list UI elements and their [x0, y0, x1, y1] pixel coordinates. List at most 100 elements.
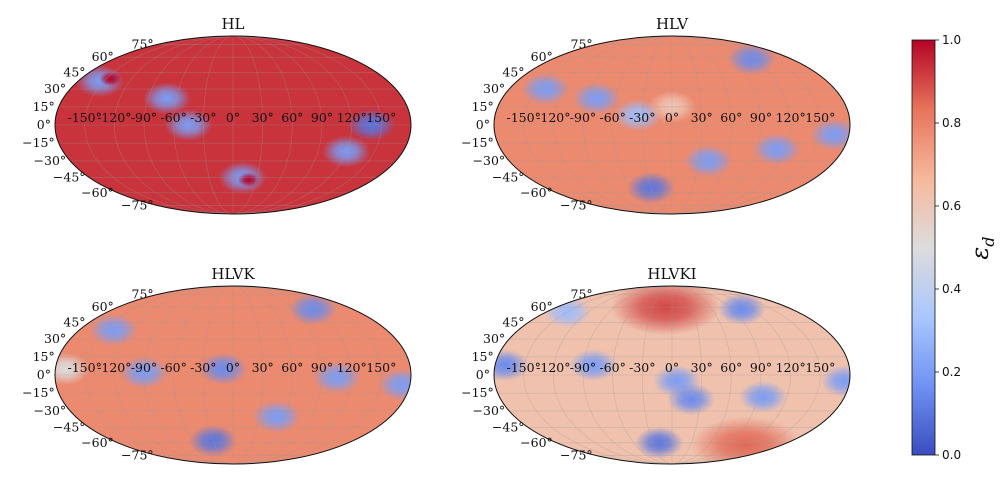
lon-tick-label: 90° [311, 110, 333, 125]
lon-tick-label: -60° [160, 110, 186, 125]
heatmap-spot [120, 356, 169, 389]
heatmap-spot [312, 361, 361, 394]
lat-tick-label: −60° [520, 435, 553, 450]
lat-tick-label: −45° [53, 170, 86, 185]
lon-tick-label: 90° [311, 360, 333, 375]
map-outline [493, 35, 851, 215]
lat-tick-label: 60° [531, 299, 553, 314]
colorbar-gradient [911, 39, 936, 456]
lat-tick-label: 0° [37, 367, 51, 382]
meridian-line [582, 35, 673, 215]
meridian-line [232, 285, 263, 465]
lon-tick-label: 60° [281, 110, 303, 125]
lon-tick-label: 0° [665, 360, 679, 375]
lon-tick-label: 150° [805, 360, 835, 375]
heatmap-spot [820, 365, 850, 398]
heatmap-field [55, 286, 411, 464]
heatmap-spot [55, 352, 90, 385]
lon-tick-label: -150° [506, 110, 540, 125]
graticule [55, 35, 411, 215]
meridian-line [553, 35, 673, 215]
meridian-line [143, 35, 234, 215]
meridian-line [523, 285, 673, 465]
lon-tick-label: -150° [67, 110, 101, 125]
lon-tick-label: -120° [97, 360, 131, 375]
lon-tick-label: 30° [252, 110, 274, 125]
lat-tick-label: 0° [37, 117, 51, 132]
lon-tick-label: 120° [776, 110, 806, 125]
lon-tick-label: 120° [337, 360, 367, 375]
lat-tick-label: −15° [22, 135, 55, 150]
meridian-line [671, 285, 821, 465]
colorbar: 0.0 0.2 0.4 0.6 0.8 1.0 εd [911, 33, 998, 462]
lon-tick-label: -120° [97, 110, 131, 125]
meridian-line [671, 35, 702, 215]
graticule [494, 285, 850, 465]
lat-tick-label: −45° [492, 170, 525, 185]
lon-tick-label: 0° [226, 110, 240, 125]
meridian-line [84, 285, 234, 465]
lon-tick-label: -90° [131, 360, 157, 375]
heatmap-spot [684, 144, 733, 177]
lon-tick-label: -90° [131, 110, 157, 125]
colorbar-label: εd [966, 236, 998, 259]
colorbar-tick-label: 0.6 [942, 199, 961, 213]
heatmap-spot [739, 380, 788, 413]
colorbar-tick-label: 0.0 [942, 448, 961, 462]
meridian-line [553, 285, 673, 465]
lon-tick-label: 120° [776, 360, 806, 375]
lat-tick-label: 45° [63, 314, 85, 329]
lon-tick-label: 0° [665, 110, 679, 125]
lon-tick-label: 150° [805, 110, 835, 125]
heatmap-spot [752, 133, 801, 166]
map-panel-1: HL-150°-120° -90° -60° -30° 0° 30° 60° 90° 120° 1… [22, 15, 412, 215]
heatmap-field [494, 36, 850, 214]
meridian-line [232, 35, 382, 215]
meridian-line [671, 285, 791, 465]
meridian-line [523, 35, 673, 215]
lon-tick-label: -30° [629, 360, 655, 375]
lon-tick-label: -90° [570, 110, 596, 125]
meridian-line [671, 35, 732, 215]
lat-tick-label: 75° [571, 36, 593, 51]
lon-tick-label: -60° [599, 360, 625, 375]
meridian-line [232, 285, 382, 465]
heatmap-spot [237, 172, 260, 188]
lat-tick-label: −60° [520, 185, 553, 200]
lat-tick-label: 15° [472, 99, 494, 114]
heatmap-spot [572, 82, 621, 115]
lat-tick-label: 75° [132, 36, 154, 51]
meridian-line [232, 35, 352, 215]
lat-tick-label: 15° [33, 349, 55, 364]
lon-tick-label: -90° [570, 360, 596, 375]
lat-tick-label: 30° [44, 81, 66, 96]
lat-tick-label: 45° [502, 314, 524, 329]
heatmap-spot [727, 43, 776, 76]
map-panel-2: HLV -150°-120° -90° -60° -30° 0° 30° 60° 90° 120°… [461, 15, 851, 215]
heatmap-spot [99, 71, 122, 87]
heatmap-spot [717, 293, 766, 326]
lat-tick-label: −75° [121, 198, 154, 213]
meridian-line [232, 35, 323, 215]
lat-tick-label: −75° [560, 198, 593, 213]
lat-tick-label: 45° [63, 64, 85, 79]
lon-tick-label: -150° [506, 360, 540, 375]
lat-tick-label: −45° [53, 420, 86, 435]
lat-tick-label: −75° [560, 448, 593, 463]
lat-tick-label: 15° [33, 99, 55, 114]
meridian-line [671, 35, 762, 215]
meridian-line [173, 285, 234, 465]
lon-tick-label: -120° [536, 360, 570, 375]
map-outline [54, 285, 412, 465]
meridian-line [642, 285, 673, 465]
lon-tick-label: -60° [599, 110, 625, 125]
colorbar-tick-label: 0.8 [942, 116, 961, 130]
heatmap-spot [164, 109, 213, 141]
lat-tick-label: 30° [483, 81, 505, 96]
lat-tick-label: 60° [531, 49, 553, 64]
graticule [55, 285, 411, 465]
colorbar-tick-label: 0.2 [942, 365, 961, 379]
graticule [494, 35, 850, 215]
lon-tick-label: 60° [720, 360, 742, 375]
